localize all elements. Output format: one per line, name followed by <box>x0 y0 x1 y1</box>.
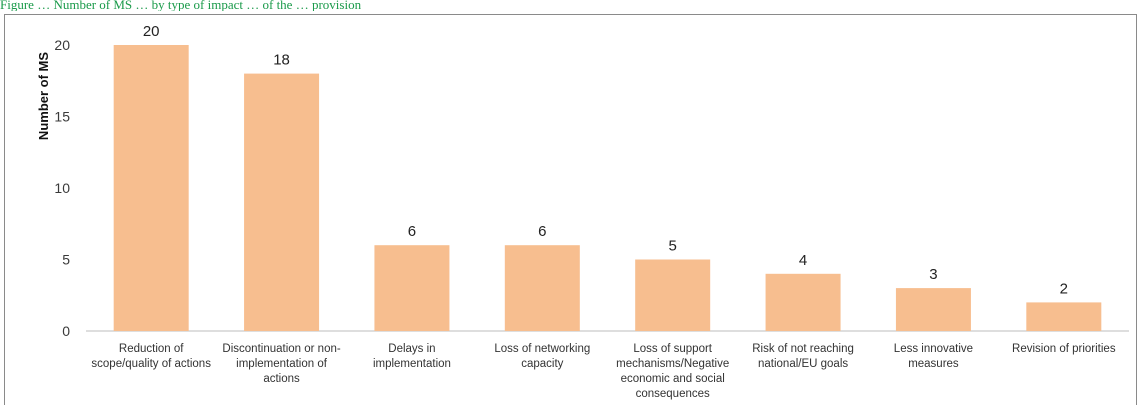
x-tick-label: Discontinuation or non-implementation of… <box>222 343 340 385</box>
x-tick-label: Loss of support mechanisms/Negative econom… <box>616 343 729 400</box>
bar-value-label: 6 <box>538 223 546 240</box>
bar-value-label: 2 <box>1060 280 1068 297</box>
chart-frame <box>4 14 1137 405</box>
x-tick-label-line: Revision of priorities <box>1012 343 1116 355</box>
x-tick-label-line: Loss of support <box>633 343 712 355</box>
x-tick-label-line: mechanisms/Negative <box>616 358 729 370</box>
y-tick-label: 10 <box>54 180 70 196</box>
x-tick-label-line: Reduction of <box>119 343 184 355</box>
y-tick-label: 15 <box>54 109 70 125</box>
bar-value-label: 5 <box>669 238 677 255</box>
bar <box>1026 302 1102 331</box>
x-tick-label-line: consequences <box>636 388 710 400</box>
x-tick-label: Less innovative measures <box>894 343 973 370</box>
bar-value-label: 6 <box>408 223 416 240</box>
bar-value-label: 18 <box>273 52 290 69</box>
x-tick-label-line: capacity <box>521 358 563 370</box>
bar <box>504 245 580 331</box>
x-tick-label: Reduction of scope/quality of actions <box>91 343 211 370</box>
y-tick-label: 0 <box>62 323 70 339</box>
x-tick-label-line: actions <box>263 373 300 385</box>
x-axis-labels: Reduction of scope/quality of actions Disc… <box>91 343 1115 400</box>
x-tick-label-line: Risk of not reaching <box>752 343 854 355</box>
bar <box>895 288 971 331</box>
bar <box>374 245 450 331</box>
y-axis-ticks: 0 5 10 15 20 <box>54 37 70 339</box>
x-tick-label-line: implementation <box>373 358 451 370</box>
data-labels: 20 18 6 6 5 4 3 2 <box>143 23 1068 297</box>
x-tick-label-line: national/EU goals <box>758 358 848 370</box>
bar <box>765 273 841 331</box>
y-tick-label: 20 <box>54 37 70 53</box>
y-axis-label: Number of MS <box>36 52 51 140</box>
x-tick-label: Revision of priorities <box>1012 343 1116 355</box>
x-tick-label-line: scope/quality of actions <box>91 358 211 370</box>
x-tick-label-line: Delays in <box>388 343 435 355</box>
x-tick-label-line: implementation of <box>236 358 328 370</box>
x-tick-label-line: measures <box>908 358 959 370</box>
x-tick-label-line: Discontinuation or non- <box>222 343 340 355</box>
bar <box>635 259 711 331</box>
bar <box>113 45 189 331</box>
figure-caption: Figure … Number of MS … by type of impac… <box>0 0 362 11</box>
x-tick-label-line: Less innovative <box>894 343 973 355</box>
bar-value-label: 3 <box>929 266 937 283</box>
x-tick-label-line: economic and social <box>621 373 725 385</box>
x-tick-label: Loss of networking capacity <box>494 343 590 370</box>
y-tick-label: 5 <box>62 252 70 268</box>
bar-value-label: 20 <box>143 23 160 40</box>
bars <box>113 45 1102 331</box>
bar-value-label: 4 <box>799 252 807 269</box>
x-tick-label: Delays in implementation <box>373 343 451 370</box>
x-tick-label-line: Loss of networking <box>494 343 590 355</box>
x-tick-label: Risk of not reaching national/EU goals <box>752 343 854 370</box>
bar <box>244 73 320 331</box>
